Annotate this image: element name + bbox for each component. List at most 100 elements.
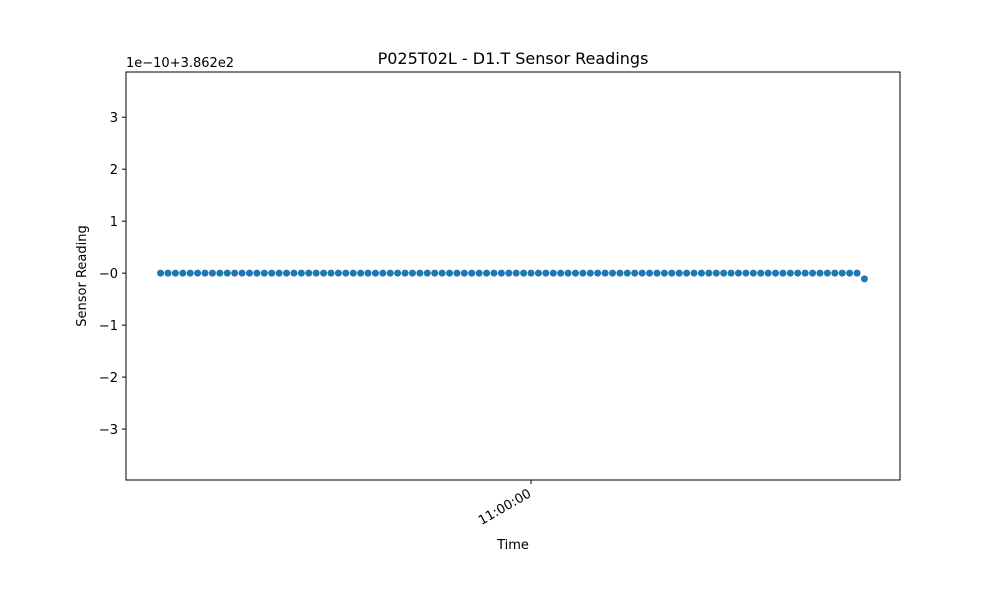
- data-point: [275, 269, 283, 277]
- data-point: [453, 269, 461, 277]
- data-point: [623, 269, 631, 277]
- data-point: [697, 269, 705, 277]
- data-point: [579, 269, 587, 277]
- data-point: [157, 269, 165, 277]
- y-tick-label: −0: [99, 267, 118, 282]
- data-point: [357, 269, 365, 277]
- data-point: [675, 269, 683, 277]
- data-point: [364, 269, 372, 277]
- data-point: [668, 269, 676, 277]
- y-tick-label: −1: [99, 319, 118, 334]
- chart-title: P025T02L - D1.T Sensor Readings: [378, 49, 649, 68]
- data-point: [838, 269, 846, 277]
- data-point: [297, 269, 305, 277]
- data-point: [653, 269, 661, 277]
- data-point: [371, 269, 379, 277]
- data-point: [727, 269, 735, 277]
- data-point: [245, 269, 253, 277]
- data-point: [231, 269, 239, 277]
- data-point: [194, 269, 202, 277]
- data-point: [660, 269, 668, 277]
- data-point: [334, 269, 342, 277]
- data-point: [823, 269, 831, 277]
- data-point: [786, 269, 794, 277]
- data-point: [831, 269, 839, 277]
- data-point: [408, 269, 416, 277]
- data-point: [631, 269, 639, 277]
- y-tick-label: 1: [110, 215, 118, 230]
- data-point: [742, 269, 750, 277]
- x-axis-label: Time: [496, 538, 529, 553]
- data-point: [490, 269, 498, 277]
- data-point: [423, 269, 431, 277]
- y-tick-label: 2: [110, 163, 118, 178]
- y-axis-label: Sensor Reading: [75, 225, 90, 326]
- data-point: [179, 269, 187, 277]
- y-offset-label: 1e−10+3.862e2: [126, 56, 234, 71]
- data-point: [712, 269, 720, 277]
- data-point: [520, 269, 528, 277]
- data-point: [816, 269, 824, 277]
- data-point: [320, 269, 328, 277]
- data-point: [505, 269, 513, 277]
- data-point: [549, 269, 557, 277]
- data-point: [305, 269, 313, 277]
- data-point: [809, 269, 817, 277]
- data-point: [416, 269, 424, 277]
- data-point: [527, 269, 535, 277]
- data-point: [283, 269, 291, 277]
- data-point: [171, 269, 179, 277]
- data-point: [757, 269, 765, 277]
- data-point: [342, 269, 350, 277]
- data-point: [327, 269, 335, 277]
- data-point: [564, 269, 572, 277]
- data-point: [349, 269, 357, 277]
- data-point: [542, 269, 550, 277]
- data-point: [734, 269, 742, 277]
- data-point: [394, 269, 402, 277]
- data-point: [720, 269, 728, 277]
- data-point: [794, 269, 802, 277]
- data-point: [683, 269, 691, 277]
- data-point: [468, 269, 476, 277]
- data-point: [846, 269, 854, 277]
- data-point: [772, 269, 780, 277]
- data-point: [749, 269, 757, 277]
- data-point: [164, 269, 172, 277]
- data-point: [764, 269, 772, 277]
- data-point: [475, 269, 483, 277]
- y-tick-label: −2: [99, 371, 118, 386]
- data-point: [601, 269, 609, 277]
- data-point: [705, 269, 713, 277]
- data-point: [238, 269, 246, 277]
- data-point: [446, 269, 454, 277]
- data-point: [201, 269, 209, 277]
- data-point: [431, 269, 439, 277]
- data-point: [312, 269, 320, 277]
- data-point: [186, 269, 194, 277]
- data-point: [497, 269, 505, 277]
- data-point: [268, 269, 276, 277]
- y-tick-label: −3: [99, 423, 118, 438]
- plot-frame: [125, 71, 901, 481]
- data-point: [512, 269, 520, 277]
- data-point: [379, 269, 387, 277]
- data-point: [609, 269, 617, 277]
- x-tick-label: 11:00:00: [476, 486, 534, 528]
- data-point: [223, 269, 231, 277]
- data-point: [594, 269, 602, 277]
- data-point: [690, 269, 698, 277]
- data-point: [290, 269, 298, 277]
- data-point: [801, 269, 809, 277]
- data-point: [557, 269, 565, 277]
- data-point: [853, 269, 861, 277]
- data-point: [646, 269, 654, 277]
- data-point: [460, 269, 468, 277]
- data-point: [438, 269, 446, 277]
- data-point: [534, 269, 542, 277]
- data-point: [216, 269, 224, 277]
- data-point: [779, 269, 787, 277]
- data-point: [253, 269, 261, 277]
- data-point: [571, 269, 579, 277]
